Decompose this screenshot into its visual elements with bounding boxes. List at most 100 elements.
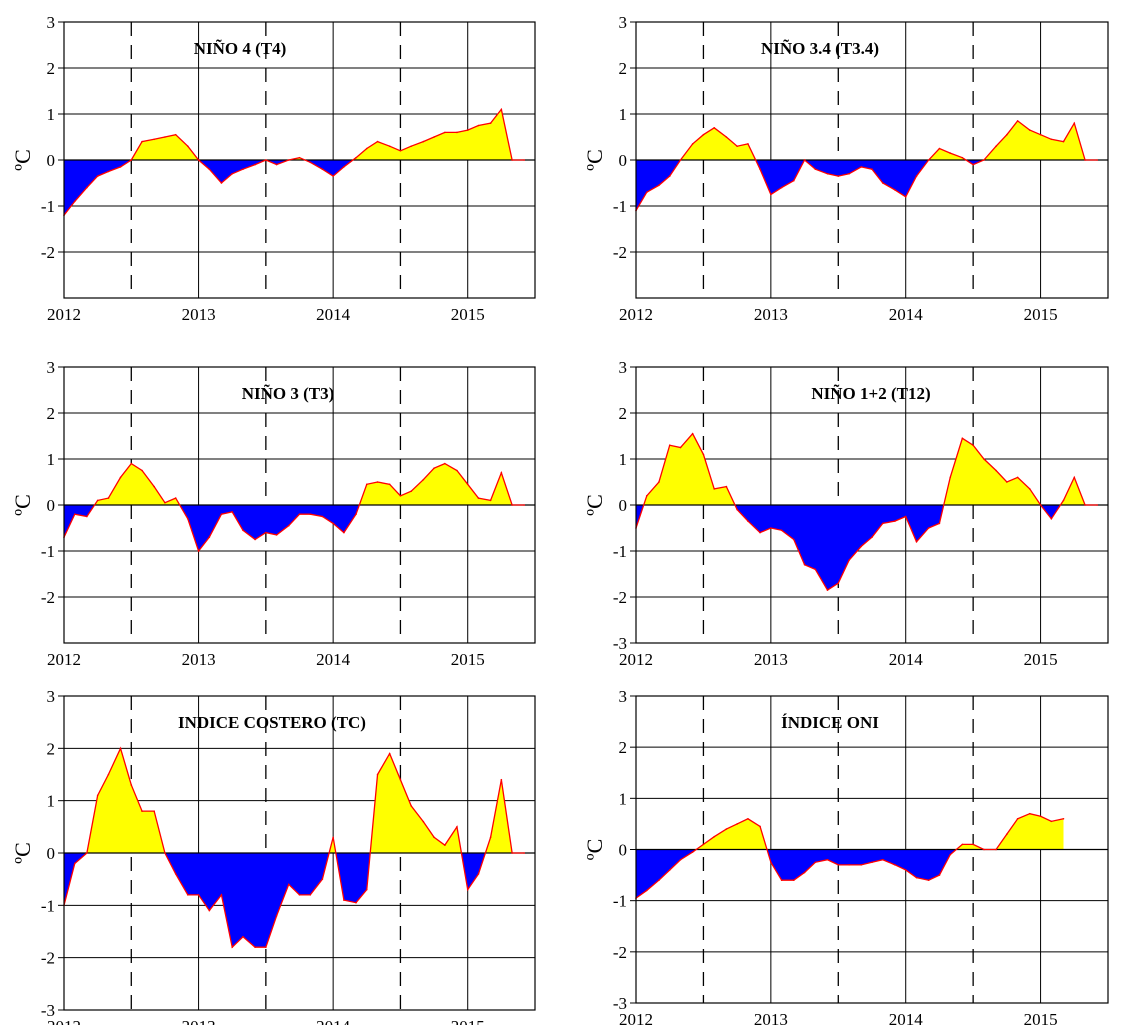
data-point xyxy=(321,878,324,880)
series-line xyxy=(63,107,525,216)
y-axis-label: ºC xyxy=(582,839,607,861)
data-point xyxy=(187,145,189,147)
negative-anomaly-area xyxy=(636,505,1098,591)
data-point xyxy=(376,481,379,483)
data-point xyxy=(399,778,402,781)
data-point xyxy=(1006,481,1008,483)
data-point xyxy=(511,852,513,854)
y-tick-label: 1 xyxy=(47,105,56,124)
data-point xyxy=(927,159,930,161)
data-point xyxy=(814,861,817,864)
data-point xyxy=(1039,133,1042,136)
data-point xyxy=(153,810,155,812)
data-point xyxy=(1050,820,1053,823)
data-point xyxy=(96,794,99,797)
y-tick-label: 0 xyxy=(619,496,628,515)
y-tick-label: 3 xyxy=(619,13,628,32)
data-point xyxy=(881,858,884,861)
data-point xyxy=(410,805,412,807)
y-tick-label: -1 xyxy=(613,892,627,911)
x-tick-label: 2013 xyxy=(182,305,216,324)
y-tick-label: 3 xyxy=(619,687,628,706)
data-point xyxy=(456,826,458,828)
data-point xyxy=(321,168,324,170)
data-point xyxy=(679,446,682,449)
positive-anomaly-area xyxy=(636,433,1098,505)
x-tick-label: 2014 xyxy=(889,1010,924,1025)
y-tick-label: -2 xyxy=(613,588,627,607)
y-tick-label: 0 xyxy=(47,496,56,515)
data-point xyxy=(645,889,648,892)
data-point xyxy=(174,133,177,136)
data-point xyxy=(770,527,772,529)
data-point xyxy=(231,511,234,513)
data-point xyxy=(197,159,200,161)
y-tick-label: 2 xyxy=(47,404,56,423)
data-point xyxy=(826,589,829,591)
data-point xyxy=(894,864,896,866)
chart-panel-1: 3 2 1 0 -1 -2 2012 2013 2014 2015 ºC NIÑO 4 (T4) xyxy=(10,13,536,324)
x-tick-label: 2015 xyxy=(1024,650,1058,669)
negative-anomaly-area xyxy=(64,505,525,551)
data-point xyxy=(242,935,244,938)
data-point xyxy=(949,152,952,154)
x-tick-label: 2012 xyxy=(47,305,81,324)
data-point xyxy=(1096,504,1099,506)
data-point xyxy=(275,534,278,536)
data-point xyxy=(141,469,143,472)
data-point xyxy=(365,888,368,891)
data-point xyxy=(837,175,840,177)
data-point xyxy=(355,513,357,515)
x-tick-label: 2015 xyxy=(451,650,485,669)
y-tick-label: -1 xyxy=(41,896,55,915)
x-tick-label: 2012 xyxy=(619,305,653,324)
data-point xyxy=(130,159,133,161)
y-tick-label: 2 xyxy=(47,739,56,758)
chart-title: INDICE COSTERO (TC) xyxy=(178,713,366,732)
data-point xyxy=(523,852,526,854)
data-point xyxy=(972,444,974,447)
data-point xyxy=(780,529,783,532)
data-point xyxy=(1073,476,1076,479)
data-point xyxy=(355,901,357,904)
data-point xyxy=(456,131,458,134)
data-point xyxy=(500,472,503,474)
data-point xyxy=(691,851,694,853)
data-point xyxy=(736,823,738,825)
data-point xyxy=(691,432,694,435)
data-point xyxy=(713,127,716,129)
data-point xyxy=(915,175,918,177)
data-point xyxy=(130,784,133,786)
data-point xyxy=(938,522,941,525)
data-point xyxy=(174,873,177,875)
y-tick-label: -2 xyxy=(41,243,55,262)
data-point xyxy=(298,156,301,159)
data-point xyxy=(759,825,761,828)
x-tick-label: 2013 xyxy=(754,1010,788,1025)
data-point xyxy=(73,862,76,865)
y-tick-label: -1 xyxy=(41,197,55,216)
data-point xyxy=(433,836,435,839)
y-tick-label: 0 xyxy=(47,151,56,170)
data-point xyxy=(837,864,840,866)
data-point xyxy=(736,508,738,511)
data-point xyxy=(736,145,738,147)
data-point xyxy=(466,483,469,486)
data-point xyxy=(949,853,952,856)
data-point xyxy=(422,820,425,823)
positive-anomaly-area xyxy=(636,120,1098,160)
data-point xyxy=(1062,499,1065,502)
data-point xyxy=(477,497,480,499)
data-point xyxy=(511,159,513,161)
data-point xyxy=(107,497,110,499)
y-tick-label: 2 xyxy=(619,404,628,423)
data-point xyxy=(904,515,907,518)
data-point xyxy=(489,122,492,124)
data-point xyxy=(343,531,345,534)
data-point xyxy=(73,513,76,515)
data-point xyxy=(500,778,503,781)
data-point xyxy=(792,879,795,881)
data-point xyxy=(220,182,223,184)
data-point xyxy=(1084,159,1086,161)
data-point xyxy=(388,483,391,486)
